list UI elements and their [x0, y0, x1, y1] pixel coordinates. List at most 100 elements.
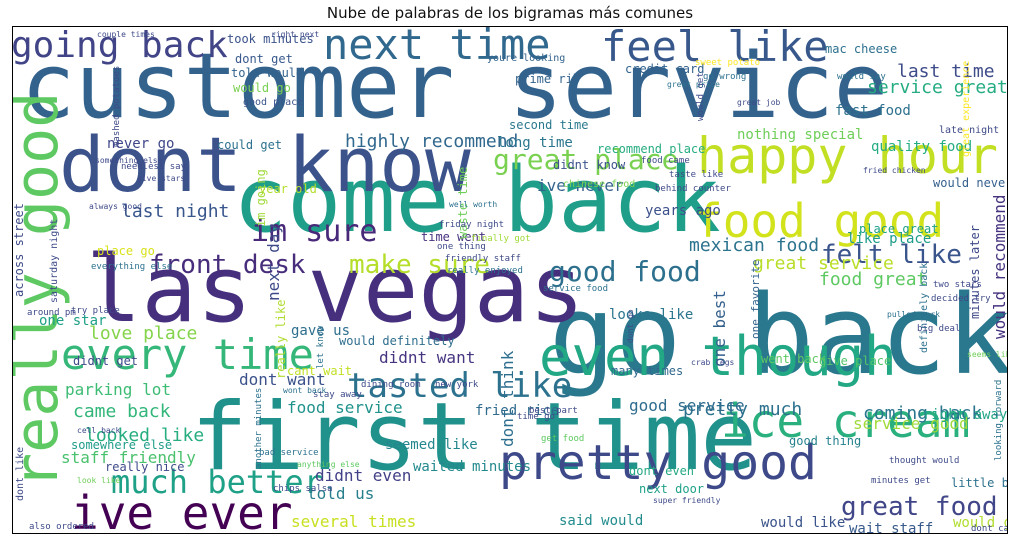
- word-place-great: place great: [859, 222, 938, 236]
- word-next-time: next time: [323, 27, 551, 69]
- word-couple-times: couple times: [97, 30, 155, 39]
- word-well-worth: well worth: [449, 200, 497, 209]
- word-great-place: great place: [493, 143, 678, 176]
- word-new-york: new york: [435, 380, 479, 390]
- word-taste-like: taste like: [669, 170, 723, 180]
- word-really-good: really good: [13, 92, 72, 489]
- word-thought-would: thought would: [889, 456, 959, 466]
- word-go-back: go back: [549, 271, 1007, 399]
- word-also-ordered: also ordered: [29, 522, 94, 532]
- word-good-place: good place: [243, 97, 303, 108]
- word-felt-like: felt like: [821, 240, 962, 270]
- word-customer-service: customer service: [21, 34, 888, 139]
- word-would-like: would like: [761, 515, 845, 531]
- word-service-food: service food: [543, 284, 608, 294]
- word-dont-think: dont think: [498, 350, 517, 447]
- word-around-pm: around pm: [27, 308, 76, 318]
- word-las-vegas: las vegas: [86, 236, 585, 343]
- word-dont-like: dont like: [15, 447, 26, 501]
- word-dining-room: dining room: [361, 380, 421, 390]
- word-happy-hour: happy hour: [697, 127, 998, 185]
- word-right-next: right next: [271, 30, 319, 39]
- word-said-would: said would: [559, 513, 643, 529]
- word-pretty-much: pretty much: [683, 399, 802, 420]
- word-recommend-place: recommend place: [597, 142, 705, 156]
- word-one-favorite: one favorite: [749, 260, 762, 339]
- word-would-recommend: would recommend: [990, 195, 1007, 340]
- word-right-away: right away: [923, 407, 1007, 423]
- word-finally-got: finally got: [471, 234, 531, 244]
- word-mac-cheese: mac cheese: [825, 42, 897, 56]
- word-make-sure: make sure: [349, 250, 490, 280]
- word-minutes-later: minutes later: [968, 225, 982, 319]
- word-saturday-night: saturday night: [49, 219, 60, 303]
- word-credit-card: credit card: [625, 62, 704, 76]
- word-waited-minutes: waited minutes: [413, 459, 531, 475]
- word-service-good: service good: [853, 414, 969, 433]
- word-ive-ever: ive ever: [71, 486, 293, 533]
- word-im-sure: im sure: [251, 214, 377, 249]
- word-place-go: place go: [97, 244, 155, 258]
- word-good-thing: good thing: [789, 434, 861, 448]
- word-years-ago: years ago: [645, 203, 721, 219]
- word-never-go: never go: [107, 136, 174, 152]
- word-one-thing: one thing: [437, 242, 486, 252]
- word-needless-say: needless say: [121, 162, 187, 172]
- word-staff-friendly: staff friendly: [61, 448, 196, 467]
- word-cell-back: cell back: [77, 426, 121, 435]
- word-somewhere-else: somewhere else: [71, 438, 172, 452]
- word-first-time: first time: [191, 383, 757, 492]
- word-come-back: come back: [233, 148, 721, 253]
- word-like-place: like place: [847, 231, 931, 247]
- word-go-wrong: go wrong: [703, 72, 746, 82]
- word-ice-cream: ice cream: [721, 394, 970, 448]
- word-year-old: year old: [259, 182, 317, 196]
- word-nothing-special: nothing special: [737, 127, 863, 143]
- word-front-desk: front desk: [149, 250, 306, 280]
- word-prime-rib: prime rib: [515, 72, 580, 86]
- word-friday-night: friday night: [439, 220, 504, 230]
- word-second-time: second time: [509, 118, 588, 132]
- word-seems-like: seems like: [967, 350, 1007, 359]
- word-looked-like: looked like: [85, 425, 204, 446]
- word-much-better: much better: [111, 463, 323, 501]
- word-food-great: food great: [819, 269, 927, 290]
- word-parking-lot: parking lot: [65, 380, 171, 399]
- word-really-nice: really nice: [105, 460, 184, 474]
- word-didnt-get: didnt get: [73, 354, 138, 368]
- word-definitely-back: definitely back: [919, 263, 930, 353]
- word-didnt-want: didnt want: [379, 348, 475, 367]
- word-give-place: give place: [819, 354, 891, 368]
- word-food-service: food service: [287, 398, 403, 417]
- word-dont-know: dont know: [59, 120, 471, 209]
- chart-title: Nube de palabras de los bigramas más com…: [326, 4, 694, 22]
- word-several-times: several times: [291, 512, 416, 531]
- word-try-place: try place: [71, 306, 120, 316]
- word-mexican-food: mexican food: [689, 235, 819, 256]
- word-behind-counter: behind counter: [655, 184, 731, 194]
- word-two-stars: two stars: [933, 280, 982, 290]
- word-give-stars: give stars: [137, 174, 185, 183]
- word-would-say: would say: [837, 72, 886, 82]
- word-time-went: time went: [421, 230, 486, 244]
- word-dont-get: dont get: [235, 52, 293, 66]
- word-highly-recommend: highly recommend: [345, 131, 518, 152]
- word-friendly-staff: friendly staff: [445, 254, 521, 264]
- word-would-get: would get: [696, 72, 706, 121]
- word-wont-back: wont back: [283, 386, 327, 395]
- word-everything-else: everything else: [91, 262, 172, 272]
- word-really-like: really like: [274, 300, 288, 379]
- word-didnt-know: didnt know: [553, 158, 626, 172]
- word-every-time: every time: [61, 330, 314, 379]
- word-long-time: long time: [497, 135, 573, 151]
- word-crab-legs: crab legs: [691, 358, 735, 367]
- word-next-day: next day: [264, 224, 283, 301]
- word-came-back: came back: [73, 401, 171, 422]
- word-dont-go: dont go: [626, 309, 635, 343]
- word-best-part: best part: [529, 406, 578, 416]
- word-sweet-potato: sweet potato: [695, 58, 760, 68]
- word-youre-looking: youre looking: [487, 53, 565, 64]
- word-look-like: look like: [77, 476, 121, 485]
- word-bad-service: bad service: [259, 448, 319, 458]
- word-decided-try: decided try: [931, 294, 991, 304]
